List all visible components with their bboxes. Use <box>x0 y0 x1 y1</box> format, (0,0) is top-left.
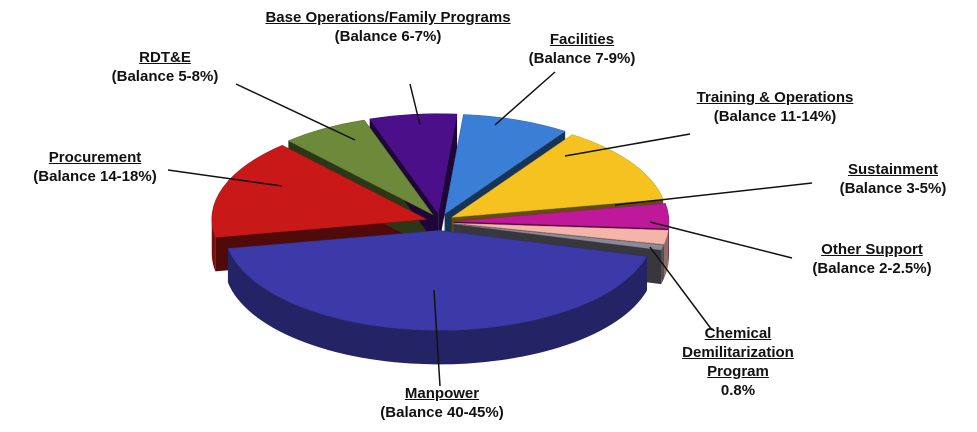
slice-name: RDT&E <box>139 49 191 66</box>
slice-detail: (Balance 40-45%) <box>380 404 504 421</box>
slice <box>453 223 665 251</box>
slice-label: Base Operations/Family Programs (Balance … <box>258 8 518 46</box>
slice-name: Training & Operations <box>696 89 854 106</box>
slice-name: Procurement <box>48 149 142 166</box>
slice-label: Other Support (Balance 2-2.5%) <box>787 240 957 278</box>
slice-label: Sustainment (Balance 3-5%) <box>813 160 973 198</box>
slice <box>369 113 458 215</box>
slice-detail: (Balance 14-18%) <box>33 168 157 185</box>
leader-line <box>614 182 813 206</box>
slice-name: Facilities <box>549 31 615 48</box>
slice-wall <box>211 219 216 272</box>
slice <box>453 203 670 229</box>
slice-name: Chemical Demilitarization Program <box>682 325 794 380</box>
slice-detail: (Balance 6-7%) <box>334 28 442 45</box>
slice <box>287 119 434 215</box>
slice-label: Training & Operations (Balance 11-14%) <box>660 88 890 126</box>
slice-name: Other Support <box>821 241 923 258</box>
leader-line <box>494 71 556 126</box>
slice-wall <box>668 221 669 263</box>
leader-line <box>235 83 356 141</box>
slice <box>211 145 428 238</box>
slice <box>450 134 664 218</box>
slice-side <box>438 114 458 248</box>
leader-line <box>433 289 441 387</box>
slice <box>227 230 648 331</box>
slice <box>453 222 669 245</box>
slice-name: Base Operations/Family Programs <box>265 9 511 26</box>
leader-line <box>564 133 691 157</box>
slice-detail: (Balance 5-8%) <box>111 68 219 85</box>
slice-label: RDT&E (Balance 5-8%) <box>80 48 250 86</box>
slice-label: Chemical Demilitarization Program 0.8% <box>653 324 823 400</box>
slice-detail: (Balance 7-9%) <box>528 50 636 67</box>
slice <box>444 114 566 215</box>
leader-line <box>649 246 713 331</box>
slice-detail: (Balance 2-2.5%) <box>812 260 932 277</box>
slice-label: Facilities (Balance 7-9%) <box>482 30 682 68</box>
slice-detail: 0.8% <box>720 382 756 399</box>
slice-name: Sustainment <box>847 161 938 178</box>
slice-wall <box>227 248 647 365</box>
leader-line <box>167 169 283 187</box>
slice-label: Procurement (Balance 14-18%) <box>0 148 190 186</box>
slice-detail: (Balance 11-14%) <box>713 108 837 125</box>
slice-name: Manpower <box>404 385 480 402</box>
slice-detail: (Balance 3-5%) <box>839 180 947 197</box>
leader-line <box>409 83 421 126</box>
slice-label: Manpower (Balance 40-45%) <box>332 384 552 422</box>
leader-line <box>649 221 793 259</box>
